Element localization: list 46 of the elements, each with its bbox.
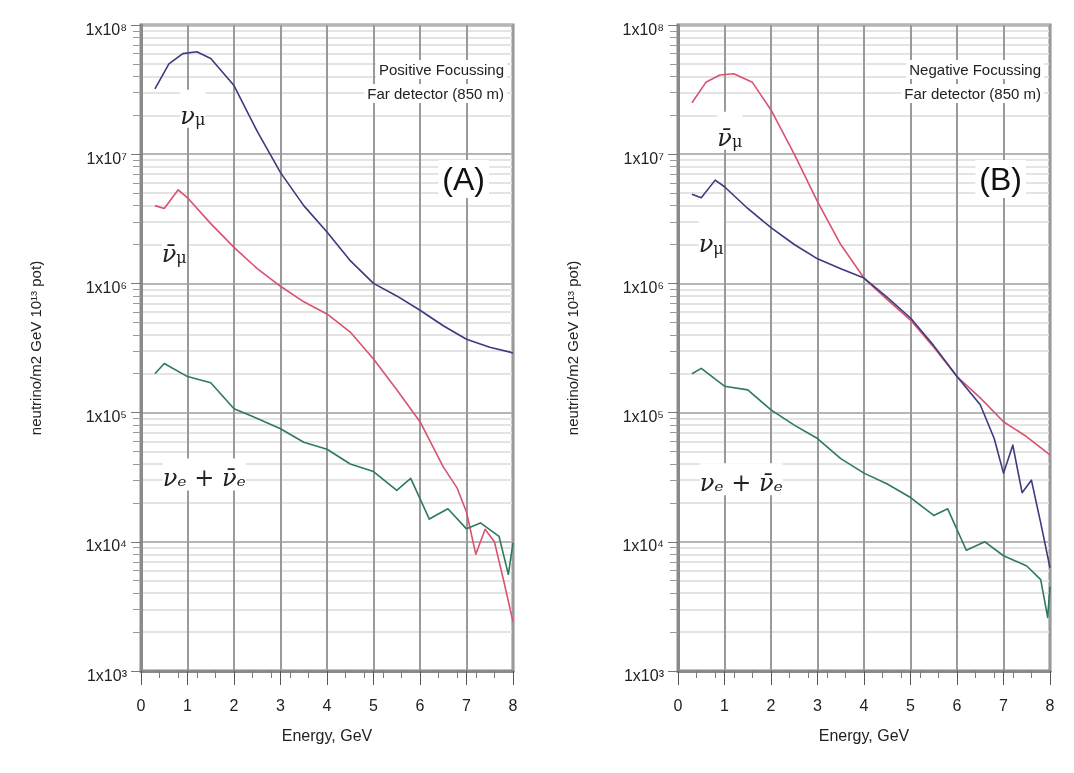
series-label: ν̄μ <box>717 123 743 152</box>
y-tick-label: 1x10⁵ <box>622 408 664 426</box>
x-tick-label: 4 <box>322 696 332 714</box>
y-tick-label: 1x10⁷ <box>86 149 128 167</box>
x-tick-label: 8 <box>508 696 518 714</box>
y-axis-title: neutrino/m2 GeV 10¹³ pot) <box>27 260 44 436</box>
x-tick-label: 2 <box>766 696 776 714</box>
y-tick-label: 1x10⁸ <box>85 20 127 38</box>
x-tick-label: 3 <box>813 696 823 714</box>
series-label: ν̄μ <box>161 239 187 268</box>
x-tick-label: 6 <box>415 696 425 714</box>
y-tick-label: 1x10⁵ <box>85 408 127 426</box>
y-tick-label: 1x10³ <box>623 666 665 684</box>
y-tick-label: 1x10⁶ <box>85 278 127 296</box>
y-tick-label: 1x10⁶ <box>622 278 664 296</box>
y-tick-label: 1x10⁷ <box>623 149 665 167</box>
x-axis-title: Energy, GeV <box>818 726 910 744</box>
x-tick-label: 7 <box>999 696 1009 714</box>
series-label: νₑ + ν̄ₑ <box>699 469 783 498</box>
y-tick-label: 1x10³ <box>86 666 128 684</box>
x-tick-label: 1 <box>183 696 193 714</box>
x-tick-label: 3 <box>276 696 286 714</box>
annotation: (B) <box>979 161 1022 197</box>
x-tick-label: 5 <box>369 696 379 714</box>
series-label: νμ <box>698 230 724 259</box>
annotation: Far detector (850 m) <box>367 85 504 102</box>
x-axis-title: Energy, GeV <box>281 726 373 744</box>
x-tick-label: 5 <box>906 696 916 714</box>
annotation: Positive Focussing <box>378 61 505 78</box>
x-tick-label: 4 <box>859 696 869 714</box>
x-tick-label: 1 <box>720 696 730 714</box>
annotation: Far detector (850 m) <box>904 85 1041 102</box>
x-tick-label: 0 <box>136 696 146 714</box>
series-label: νₑ + ν̄ₑ <box>162 464 246 493</box>
x-tick-label: 7 <box>462 696 472 714</box>
series-label: νμ <box>180 101 206 130</box>
y-tick-label: 1x10⁴ <box>85 537 128 555</box>
y-tick-label: 1x10⁴ <box>622 537 665 555</box>
x-tick-label: 8 <box>1045 696 1055 714</box>
annotation: Negative Focussing <box>909 61 1041 78</box>
y-tick-label: 1x10⁸ <box>622 20 664 38</box>
x-tick-label: 6 <box>952 696 962 714</box>
annotation: (A) <box>442 161 485 197</box>
x-tick-label: 2 <box>229 696 239 714</box>
y-axis-title: neutrino/m2 GeV 10¹³ pot) <box>564 260 581 436</box>
x-tick-label: 0 <box>673 696 683 714</box>
